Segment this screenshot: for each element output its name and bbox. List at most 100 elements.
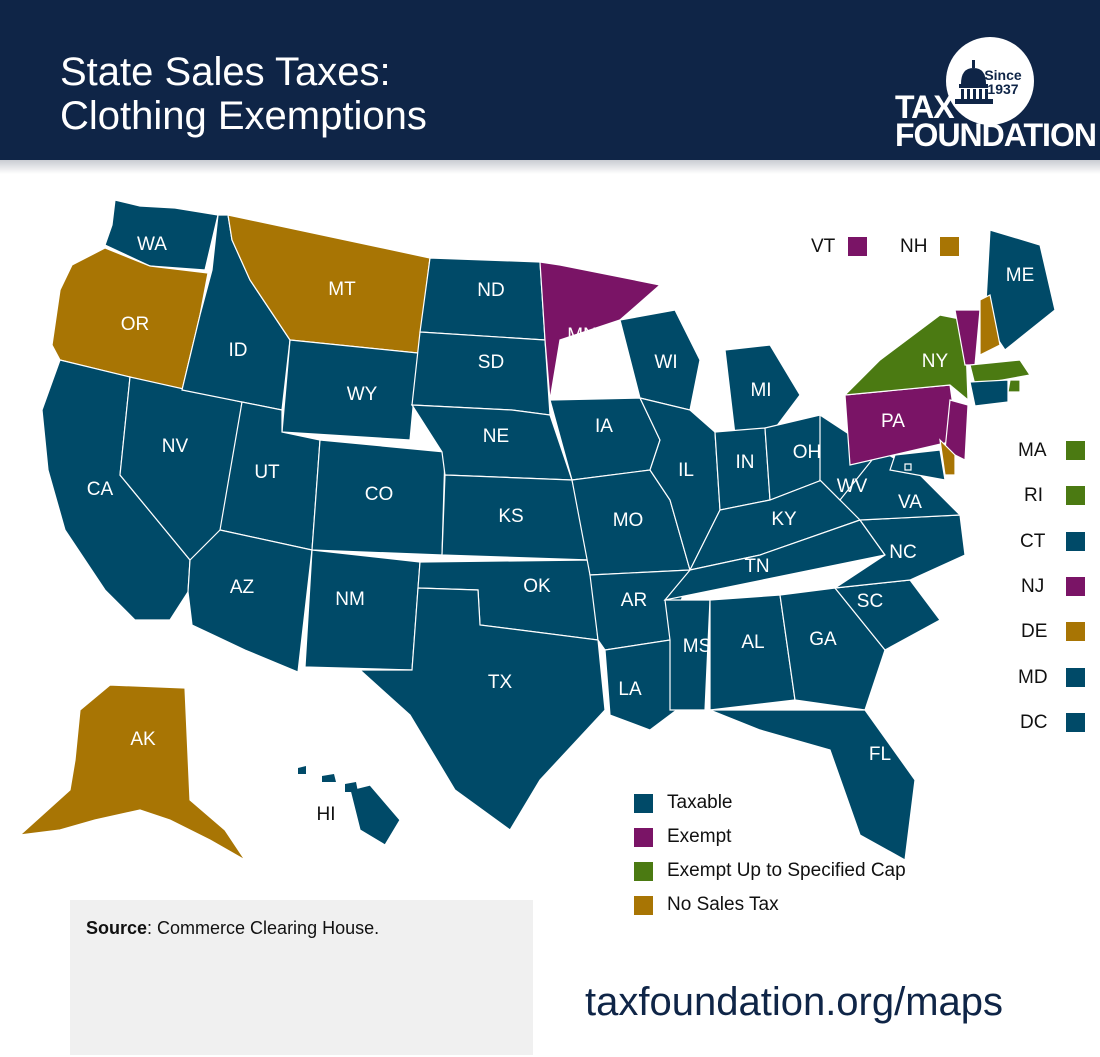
side-swatch-nj — [1066, 577, 1085, 596]
state-nh — [979, 294, 1001, 356]
side-swatch-ri — [1066, 486, 1085, 505]
state-nj — [944, 399, 969, 461]
title-line-2: Clothing Exemptions — [60, 94, 427, 138]
logo-since-label: Since — [984, 67, 1022, 83]
state-label-oh: OH — [793, 442, 822, 463]
state-label-id: ID — [229, 340, 248, 361]
state-label-ar: AR — [621, 590, 647, 611]
state-wy — [281, 339, 419, 441]
side-label-de: DE — [1021, 621, 1048, 642]
state-ny — [843, 314, 969, 402]
state-label-ca: CA — [87, 479, 114, 500]
state-ms — [664, 599, 711, 711]
state-label-il: IL — [678, 460, 694, 481]
legend-swatch-taxable — [634, 794, 653, 813]
state-mn — [539, 261, 662, 401]
hawaii-island-1 — [298, 766, 306, 774]
side-label-vt: VT — [811, 236, 836, 257]
side-label-ma: MA — [1018, 440, 1047, 461]
state-label-ny: NY — [922, 351, 949, 372]
side-swatch-vt — [848, 237, 867, 256]
side-label-md: MD — [1018, 667, 1048, 688]
tax-foundation-logo: Since 1937 TAX FOUNDATION — [880, 30, 1097, 155]
state-fl — [709, 709, 916, 861]
state-label-me: ME — [1006, 265, 1035, 286]
state-ak — [18, 684, 246, 861]
state-sd — [411, 331, 551, 416]
state-hi — [349, 784, 401, 846]
legend-swatch-no-tax — [634, 896, 653, 915]
state-label-az: AZ — [230, 577, 255, 598]
state-label-la: LA — [618, 679, 642, 700]
state-ma — [969, 359, 1032, 386]
side-label-nh: NH — [900, 236, 928, 257]
state-label-al: AL — [741, 632, 764, 653]
state-nm — [304, 549, 421, 671]
state-label-tx: TX — [488, 672, 513, 693]
state-label-pa: PA — [881, 411, 905, 432]
legend-label-no-tax: No Sales Tax — [667, 894, 779, 915]
state-label-ks: KS — [498, 506, 523, 527]
state-label-hi: HI — [317, 804, 336, 825]
state-label-mt: MT — [328, 279, 356, 300]
page-title: State Sales Taxes: Clothing Exemptions — [60, 50, 427, 138]
header-banner — [0, 0, 1100, 160]
side-swatch-dc — [1066, 713, 1085, 732]
state-label-wv: WV — [837, 476, 868, 497]
state-label-in: IN — [736, 452, 755, 473]
state-label-ia: IA — [595, 416, 613, 437]
state-ct — [969, 379, 1009, 407]
side-label-dc: DC — [1020, 712, 1048, 733]
header-shadow — [0, 160, 1100, 174]
logo-year: 1937 — [987, 81, 1019, 97]
state-label-wi: WI — [654, 352, 677, 373]
us-map: WA OR CA NV ID MT WY UT CO AZ NM ND SD NE KS OK TX MN IA MO… — [18, 199, 1056, 861]
logo-circle — [946, 37, 1034, 125]
state-label-mn: MN — [567, 325, 597, 346]
side-label-ct: CT — [1020, 531, 1046, 552]
state-label-nm: NM — [335, 589, 365, 610]
legend-swatch-exempt-cap — [634, 862, 653, 881]
state-label-sc: SC — [857, 591, 883, 612]
side-swatch-md — [1066, 668, 1085, 687]
source-text: : Commerce Clearing House. — [147, 918, 380, 938]
side-swatch-de — [1066, 622, 1085, 641]
state-label-wa: WA — [137, 234, 167, 255]
state-wi — [619, 309, 701, 411]
state-wa — [104, 199, 219, 271]
state-ga — [779, 587, 886, 711]
state-label-nv: NV — [162, 436, 189, 457]
legend-swatch-exempt — [634, 828, 653, 847]
state-label-mi: MI — [750, 380, 771, 401]
state-mi — [724, 344, 801, 436]
state-label-fl: FL — [869, 744, 891, 765]
state-tx — [358, 587, 606, 831]
logo-since: Since 1937 — [983, 68, 1023, 96]
legend-label-exempt: Exempt — [667, 826, 732, 847]
title-line-1: State Sales Taxes: — [60, 50, 391, 94]
state-label-ok: OK — [523, 576, 551, 597]
side-swatch-ct — [1066, 532, 1085, 551]
state-md — [889, 449, 946, 481]
state-de — [939, 438, 956, 476]
state-label-sd: SD — [478, 352, 504, 373]
state-label-tn: TN — [744, 556, 769, 577]
logo-word-foundation: FOUNDATION — [895, 117, 1097, 153]
state-label-ga: GA — [809, 629, 837, 650]
state-label-nd: ND — [477, 280, 504, 301]
state-dc — [904, 463, 912, 471]
website-link[interactable]: taxfoundation.org/maps — [585, 980, 1004, 1024]
state-label-mo: MO — [613, 510, 644, 531]
legend-label-exempt-cap: Exempt Up to Specified Cap — [667, 860, 906, 881]
source-note: Source: Commerce Clearing House. — [86, 918, 379, 939]
state-label-ut: UT — [254, 462, 280, 483]
state-label-ms: MS — [683, 636, 712, 657]
hawaii-island-3 — [345, 782, 358, 792]
legend-label-taxable: Taxable — [667, 792, 733, 813]
state-label-or: OR — [121, 314, 150, 335]
source-label: Source — [86, 918, 148, 938]
capitol-dome-icon — [955, 60, 993, 104]
state-la — [604, 639, 691, 731]
state-label-nc: NC — [889, 542, 916, 563]
side-swatch-ma — [1066, 441, 1085, 460]
